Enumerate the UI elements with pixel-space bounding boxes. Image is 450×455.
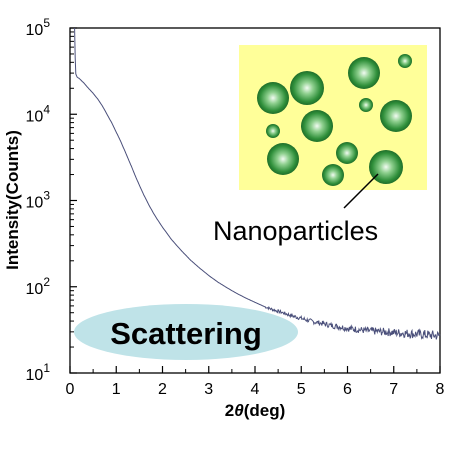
intensity-series-line: [74, 27, 441, 340]
nanoparticles: [257, 54, 412, 186]
x-tick-label: 6: [343, 381, 352, 398]
nanoparticle: [336, 142, 358, 164]
nanoparticle: [266, 124, 280, 138]
x-axis-title-main: 2: [225, 401, 234, 420]
nanoparticle: [290, 71, 324, 105]
x-axis-title: 2θ(deg): [225, 401, 286, 420]
nanoparticles-text: Nanoparticles: [213, 216, 378, 246]
x-tick-label: 2: [158, 381, 167, 398]
scattering-text: Scattering: [110, 316, 262, 351]
x-tick-label: 1: [112, 381, 121, 398]
axis-ticks: [69, 27, 441, 374]
y-tick-exponent: 1: [43, 361, 50, 375]
x-tick-label: 7: [389, 381, 398, 398]
y-tick-label: 103: [26, 189, 51, 212]
y-tick-label: 102: [26, 275, 51, 298]
y-tick-label: 105: [26, 16, 51, 39]
nanoparticle: [398, 54, 412, 68]
x-tick-label: 0: [66, 381, 75, 398]
y-tick-labels: 101 102 103 104 105: [26, 16, 51, 384]
x-tick-labels: 0 1 2 3 4 5 6 7 8: [66, 381, 445, 398]
scattering-label: Scattering: [74, 304, 298, 360]
x-tick-label: 4: [251, 381, 260, 398]
nanoparticle: [322, 164, 344, 186]
nanoparticle: [257, 82, 289, 114]
nanoparticle: [301, 110, 333, 142]
nanoparticle: [348, 57, 380, 89]
x-axis-title-unit: (deg): [244, 401, 286, 420]
y-tick-exponent: 4: [43, 102, 50, 116]
scattering-ellipse: [74, 304, 298, 360]
x-axis-title-theta: θ: [234, 401, 244, 420]
x-tick-label: 8: [436, 381, 445, 398]
y-tick-label: 101: [26, 361, 51, 384]
y-axis-title: Intensity(Counts): [3, 130, 22, 270]
nanoparticle: [267, 143, 299, 175]
y-tick-exponent: 5: [43, 16, 50, 30]
y-tick-label: 104: [26, 102, 51, 125]
x-tick-label: 3: [204, 381, 213, 398]
nanoparticle: [380, 100, 412, 132]
nanoparticles-pointer-line: [343, 173, 379, 209]
nanoparticle: [359, 98, 373, 112]
nanoparticle-inset: [239, 45, 427, 190]
y-tick-exponent: 2: [43, 275, 50, 289]
y-tick-exponent: 3: [43, 189, 50, 203]
x-tick-label: 5: [297, 381, 306, 398]
